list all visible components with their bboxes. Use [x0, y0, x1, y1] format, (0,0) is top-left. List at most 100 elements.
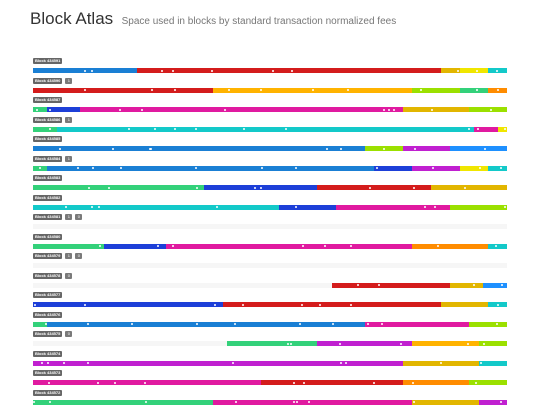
fee-segment[interactable]: [374, 165, 413, 171]
fee-bar[interactable]: [33, 224, 507, 229]
block-row[interactable]: Block 434576: [33, 311, 507, 332]
block-label[interactable]: Block 434587: [33, 97, 63, 103]
fee-segment[interactable]: [450, 204, 507, 210]
block-label[interactable]: Block 434578: [33, 272, 63, 279]
fee-segment[interactable]: [450, 282, 484, 288]
block-label[interactable]: Block 434575: [33, 331, 63, 337]
block-label[interactable]: Block 434580: [33, 233, 63, 240]
fee-segment[interactable]: [56, 126, 474, 132]
block-label[interactable]: Block 434590: [33, 77, 63, 84]
fee-segment[interactable]: [412, 341, 479, 346]
fee-segment[interactable]: [483, 282, 507, 288]
fee-segment[interactable]: [488, 165, 507, 171]
fee-segment[interactable]: [33, 185, 204, 190]
block-label[interactable]: Block 434583: [33, 175, 63, 181]
block-row[interactable]: Block 434586 1: [33, 116, 507, 137]
block-row[interactable]: Block 434591: [33, 58, 507, 78]
block-label[interactable]: Block 434584: [33, 155, 63, 162]
fee-segment[interactable]: [469, 321, 507, 327]
fee-segment[interactable]: [402, 380, 470, 385]
block-label[interactable]: Block 434581: [33, 214, 63, 220]
fee-bar[interactable]: [33, 360, 507, 366]
fee-bar[interactable]: [33, 185, 507, 190]
fee-segment[interactable]: [33, 360, 403, 366]
block-label[interactable]: Block 434576: [33, 311, 63, 318]
block-row[interactable]: Block 434580: [33, 233, 507, 254]
fee-bar[interactable]: [33, 204, 507, 210]
fee-segment[interactable]: [213, 399, 413, 405]
block-label[interactable]: Block 434591: [33, 58, 63, 64]
fee-segment[interactable]: [459, 87, 489, 93]
fee-segment[interactable]: [459, 165, 489, 171]
fee-segment[interactable]: [33, 126, 57, 132]
block-row[interactable]: Block 434585: [33, 136, 507, 156]
fee-segment[interactable]: [227, 341, 318, 346]
fee-segment[interactable]: [459, 68, 489, 73]
block-row[interactable]: Block 434578 0: [33, 272, 507, 293]
fee-segment[interactable]: [440, 302, 489, 307]
fee-segment[interactable]: [331, 282, 451, 288]
block-label[interactable]: Block 434577: [33, 292, 63, 298]
fee-bar[interactable]: [33, 107, 507, 112]
fee-segment[interactable]: [478, 399, 507, 405]
fee-segment[interactable]: [33, 321, 48, 327]
fee-segment[interactable]: [33, 380, 261, 385]
fee-segment[interactable]: [336, 204, 451, 210]
block-row[interactable]: Block 434572: [33, 389, 507, 410]
fee-bar[interactable]: [33, 243, 507, 249]
fee-segment[interactable]: [165, 243, 413, 249]
fee-segment[interactable]: [260, 380, 403, 385]
fee-bar[interactable]: [33, 399, 507, 405]
fee-segment[interactable]: [279, 204, 337, 210]
fee-segment[interactable]: [33, 87, 214, 93]
block-label[interactable]: Block 434572: [33, 389, 63, 396]
fee-bar[interactable]: [33, 321, 507, 327]
fee-bar[interactable]: [33, 146, 507, 151]
fee-bar[interactable]: [33, 68, 507, 73]
fee-bar[interactable]: [33, 302, 507, 307]
block-row[interactable]: Block 434573: [33, 370, 507, 390]
block-row[interactable]: Block 434587: [33, 97, 507, 117]
fee-segment[interactable]: [431, 185, 507, 190]
fee-segment[interactable]: [80, 107, 403, 112]
fee-segment[interactable]: [497, 126, 507, 132]
block-row[interactable]: Block 434584 1: [33, 155, 507, 176]
fee-bar[interactable]: [33, 126, 507, 132]
fee-segment[interactable]: [47, 107, 81, 112]
fee-segment[interactable]: [478, 360, 507, 366]
fee-bar[interactable]: [33, 282, 507, 288]
fee-segment[interactable]: [33, 146, 365, 151]
block-label[interactable]: Block 434573: [33, 370, 63, 376]
fee-segment[interactable]: [47, 321, 365, 327]
fee-segment[interactable]: [488, 243, 507, 249]
fee-bar[interactable]: [33, 87, 507, 93]
fee-segment[interactable]: [364, 321, 470, 327]
fee-bar[interactable]: [33, 341, 507, 346]
fee-bar[interactable]: [33, 380, 507, 385]
block-row[interactable]: Block 434575 0: [33, 331, 507, 351]
fee-segment[interactable]: [317, 185, 432, 190]
block-label[interactable]: Block 434586: [33, 116, 63, 123]
fee-segment[interactable]: [33, 302, 223, 307]
block-row[interactable]: Block 434579 1 0: [33, 253, 507, 273]
block-label[interactable]: Block 434582: [33, 194, 63, 201]
block-label[interactable]: Block 434574: [33, 350, 63, 357]
fee-segment[interactable]: [33, 107, 48, 112]
block-row[interactable]: Block 434583: [33, 175, 507, 195]
block-row[interactable]: Block 434574: [33, 350, 507, 371]
fee-segment[interactable]: [33, 399, 214, 405]
block-label[interactable]: Block 434579: [33, 253, 63, 259]
fee-segment[interactable]: [450, 146, 507, 151]
fee-segment[interactable]: [469, 107, 507, 112]
fee-segment[interactable]: [440, 68, 460, 73]
fee-segment[interactable]: [412, 165, 460, 171]
block-label[interactable]: Block 434585: [33, 136, 63, 142]
block-row[interactable]: Block 434577: [33, 292, 507, 312]
fee-bar[interactable]: [33, 263, 507, 268]
fee-segment[interactable]: [222, 302, 441, 307]
fee-segment[interactable]: [317, 341, 413, 346]
fee-segment[interactable]: [478, 341, 507, 346]
fee-segment[interactable]: [33, 243, 105, 249]
fee-segment[interactable]: [412, 399, 479, 405]
fee-segment[interactable]: [33, 204, 280, 210]
